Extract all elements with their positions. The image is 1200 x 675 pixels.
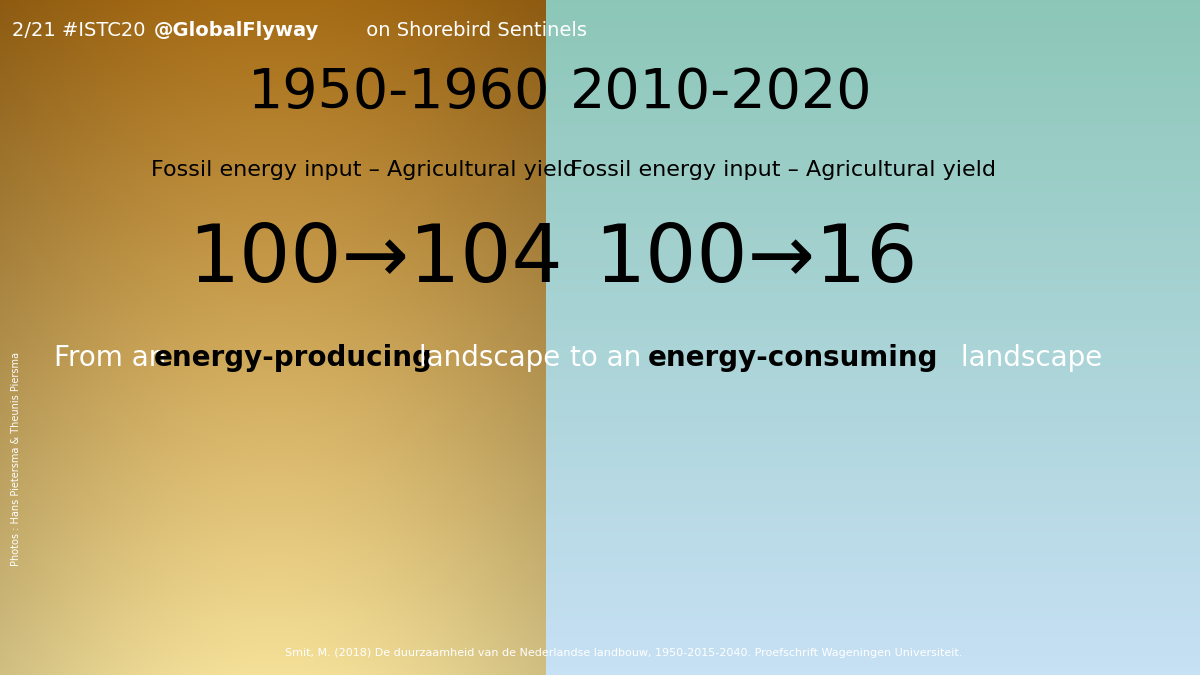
Text: landscape: landscape — [952, 344, 1102, 372]
Text: to an: to an — [570, 344, 650, 372]
Text: energy-consuming: energy-consuming — [648, 344, 938, 372]
Text: Fossil energy input – Agricultural yield: Fossil energy input – Agricultural yield — [151, 160, 577, 180]
Text: 1950-1960: 1950-1960 — [248, 66, 551, 120]
Text: energy-producing: energy-producing — [154, 344, 432, 372]
Text: 100→16: 100→16 — [594, 221, 918, 299]
Text: From an: From an — [54, 344, 175, 372]
Text: landscape: landscape — [410, 344, 560, 372]
Text: 100→104: 100→104 — [188, 221, 563, 299]
Text: Photos : Hans Pietersma & Theunis Piersma: Photos : Hans Pietersma & Theunis Piersm… — [11, 352, 20, 566]
Text: on Shorebird Sentinels: on Shorebird Sentinels — [360, 21, 587, 40]
Text: @GlobalFlyway: @GlobalFlyway — [154, 21, 319, 40]
Text: Smit, M. (2018) De duurzaamheid van de Nederlandse landbouw, 1950-2015-2040. Pro: Smit, M. (2018) De duurzaamheid van de N… — [286, 649, 962, 658]
Text: 2/21 #ISTC20: 2/21 #ISTC20 — [12, 21, 158, 40]
Text: Fossil energy input – Agricultural yield: Fossil energy input – Agricultural yield — [570, 160, 996, 180]
Text: 2010-2020: 2010-2020 — [570, 66, 872, 120]
